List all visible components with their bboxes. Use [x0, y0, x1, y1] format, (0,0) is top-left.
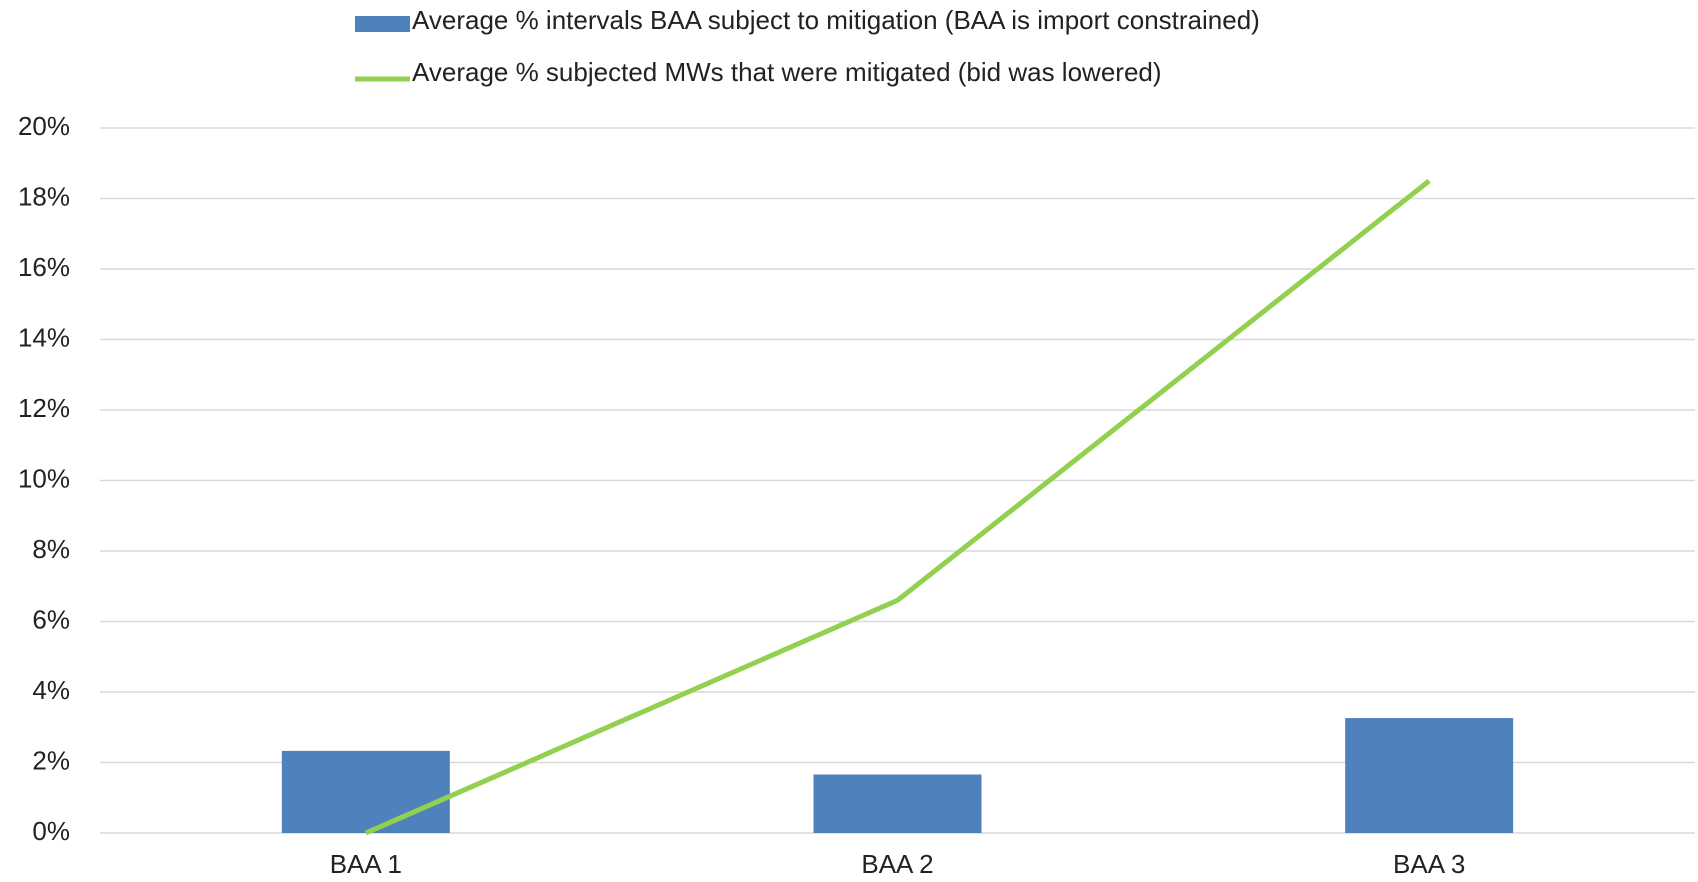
legend-label: Average % intervals BAA subject to mitig… — [412, 5, 1260, 35]
y-tick-label: 10% — [18, 463, 70, 493]
x-tick-label: BAA 1 — [330, 849, 402, 879]
y-tick-label: 4% — [32, 675, 70, 705]
y-tick-label: 6% — [32, 604, 70, 634]
line — [364, 178, 1431, 836]
y-tick-label: 0% — [32, 816, 70, 846]
bar — [1345, 718, 1514, 833]
bar — [281, 750, 450, 833]
y-tick-label: 18% — [18, 181, 70, 211]
y-tick-label: 12% — [18, 393, 70, 423]
x-tick-label: BAA 2 — [861, 849, 933, 879]
y-tick-label: 14% — [18, 322, 70, 352]
y-tick-label: 2% — [32, 745, 70, 775]
bar — [813, 774, 982, 833]
legend-swatch — [355, 16, 410, 32]
y-tick-label: 8% — [32, 534, 70, 564]
y-tick-label: 20% — [18, 111, 70, 141]
x-tick-label: BAA 3 — [1393, 849, 1465, 879]
y-tick-label: 16% — [18, 252, 70, 282]
legend-label: Average % subjected MWs that were mitiga… — [412, 57, 1162, 87]
